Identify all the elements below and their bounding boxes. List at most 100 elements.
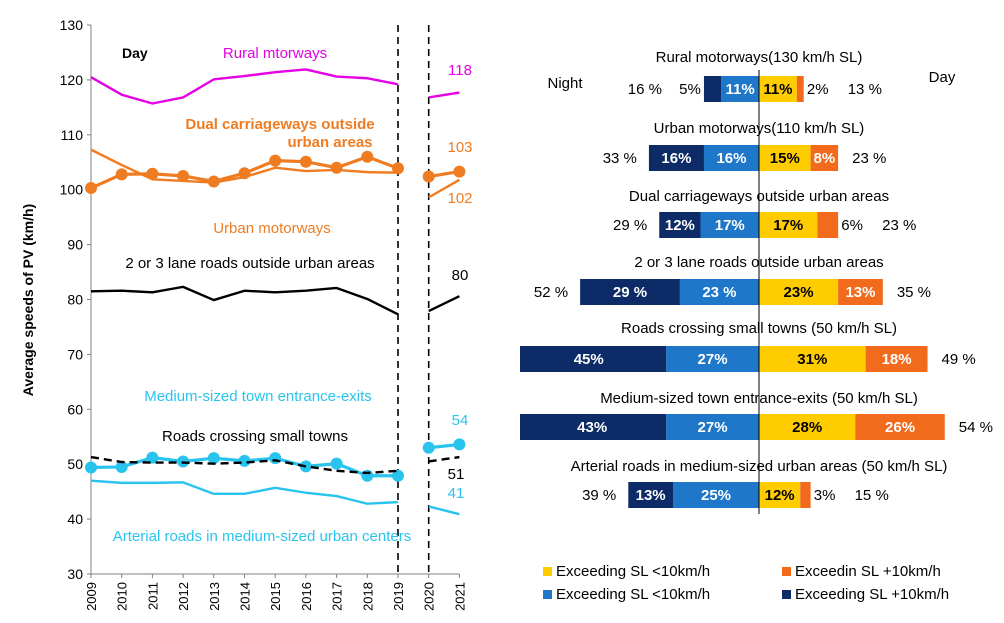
x-tick-label: 2014 <box>238 582 253 611</box>
end-value-label: 102 <box>447 190 472 207</box>
x-tick-label: 2019 <box>391 582 406 611</box>
row-5: Medium-sized town entrance-exits (50 km/… <box>520 390 993 440</box>
day-total: 23 % <box>882 217 916 234</box>
data-point <box>177 169 190 182</box>
x-tick-label: 2012 <box>176 582 191 611</box>
x-tick-label: 2016 <box>299 582 314 611</box>
x-tick-label: 2013 <box>207 582 222 611</box>
bar-night-under10 <box>700 212 759 238</box>
label-night-over10: 43% <box>577 419 607 436</box>
label-night-over10: 45% <box>574 351 604 368</box>
series-label: Roads crossing small towns <box>162 428 348 445</box>
label-day-over10: 26% <box>885 419 915 436</box>
bar-night-over10 <box>520 346 667 372</box>
data-point <box>422 170 435 183</box>
day-total: 35 % <box>897 284 931 301</box>
y-tick-label: 50 <box>67 456 83 472</box>
series-dual-carriageways-outside-urban-areas <box>85 150 466 195</box>
series-label: Arterial roads in medium-sized urban cen… <box>113 528 411 545</box>
series-medium-sized-town-entrance-exits <box>85 438 466 482</box>
end-value-label: 41 <box>448 485 465 502</box>
series-label: Medium-sized town entrance-exits <box>144 388 372 405</box>
data-point <box>207 452 220 465</box>
bar-day-over10 <box>800 482 811 508</box>
bar-day-under10 <box>759 346 866 372</box>
y-tick-label: 130 <box>60 17 84 33</box>
y-tick-label: 110 <box>61 127 84 143</box>
end-value-label: 54 <box>452 412 469 429</box>
bar-night-under10 <box>679 279 759 305</box>
series-2-or-3-lane-roads-outside-urban-areas <box>90 285 460 316</box>
day-total: 54 % <box>959 419 993 436</box>
bar-night-over10 <box>703 76 722 102</box>
x-tick-label: 2021 <box>452 582 467 611</box>
day-total: 15 % <box>855 487 889 504</box>
series-line <box>90 479 399 505</box>
label-night-over10: 16% <box>661 150 691 167</box>
series-label: Urban motorways <box>213 220 331 237</box>
series-line <box>428 91 460 99</box>
bar-night-under10 <box>703 145 759 171</box>
bar-day-over10 <box>810 145 839 171</box>
end-value-label: 51 <box>448 466 465 483</box>
data-point <box>115 168 128 181</box>
day-label: Day <box>122 45 148 61</box>
series-arterial-roads-in-medium-sized-urban-centers <box>90 479 460 516</box>
legend-label: Exceedin SL +10km/h <box>795 563 941 580</box>
label-day-under10: 15% <box>770 150 800 167</box>
y-tick-label: 100 <box>60 182 84 198</box>
label-day-over10: 18% <box>882 351 912 368</box>
legend-label: Exceeding SL +10km/h <box>795 586 949 603</box>
data-point <box>85 182 97 195</box>
y-tick-label: 40 <box>67 511 83 527</box>
bar-day-under10 <box>759 145 811 171</box>
bar-night-over10 <box>520 414 667 440</box>
label-day-over10: 2% <box>807 81 829 98</box>
y-tick-label: 90 <box>67 237 83 253</box>
data-point <box>330 457 343 470</box>
label-day-under10: 12% <box>765 487 795 504</box>
y-axis-title: Average speeds of PV (km/h) <box>20 204 36 396</box>
bar-day-under10 <box>759 212 818 238</box>
label-day-over10: 6% <box>841 217 863 234</box>
data-point <box>146 451 159 464</box>
legend-swatch <box>543 590 552 599</box>
data-point <box>392 469 404 482</box>
day-total: 13 % <box>848 81 882 98</box>
label-night-under10: 11% <box>725 81 754 98</box>
series-roads-crossing-small-towns <box>90 455 460 475</box>
label-night-under10: 27% <box>698 351 728 368</box>
data-point <box>392 162 404 175</box>
row-1: Urban motorways(110 km/h SL)16% 16% 15% 8%3… <box>603 120 886 171</box>
bar-day-under10 <box>759 279 839 305</box>
series-line <box>90 148 399 184</box>
bar-night-under10 <box>666 414 759 440</box>
series-label: Dual carriageways outside urban areas <box>185 116 374 151</box>
bar-night-over10 <box>580 279 680 305</box>
bar-day-over10 <box>855 414 945 440</box>
x-tick-label: 2010 <box>115 582 130 611</box>
series-line <box>90 68 399 105</box>
label-night-under10: 23 % <box>702 284 736 301</box>
day-header: Day <box>929 69 956 86</box>
legend-swatch <box>782 567 791 576</box>
data-point <box>299 460 312 473</box>
data-point <box>361 150 374 163</box>
label-night-under10: 25% <box>701 487 731 504</box>
data-point <box>299 155 312 168</box>
bar-day-over10 <box>865 346 928 372</box>
label-night-over10: 29 % <box>613 284 647 301</box>
data-point <box>85 461 97 474</box>
legend-label: Exceeding SL <10km/h <box>556 586 710 603</box>
data-point <box>453 438 466 451</box>
end-value-label: 118 <box>448 62 472 79</box>
bar-day-over10 <box>838 279 883 305</box>
bar-night-over10 <box>648 145 704 171</box>
row-0: Rural motorways(130 km/h SL) 5% 11% 11% 2% 16… <box>628 49 882 102</box>
label-day-under10: 11% <box>763 81 792 98</box>
series-line <box>90 285 399 316</box>
series-line <box>428 505 460 516</box>
series-urban-motorways <box>90 148 460 199</box>
label-night-over10: 13% <box>636 487 666 504</box>
row-title: Rural motorways(130 km/h SL) <box>656 49 863 66</box>
